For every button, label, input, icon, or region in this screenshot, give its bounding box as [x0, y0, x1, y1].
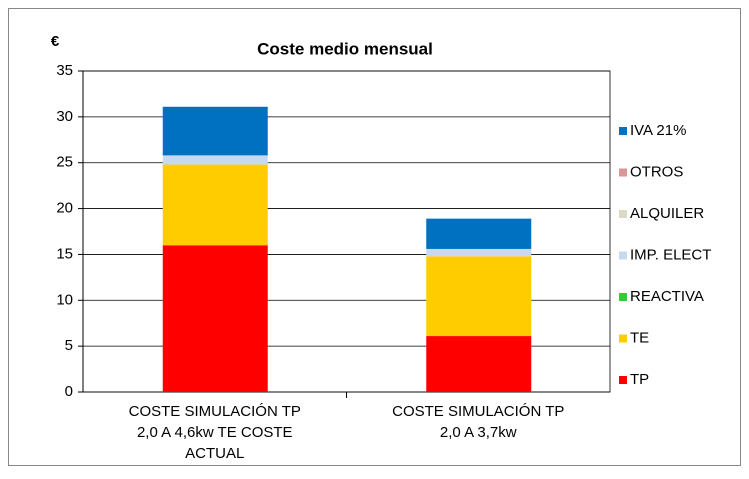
legend-label: REACTIVA	[630, 288, 704, 305]
legend-label: OTROS	[630, 163, 683, 180]
legend-swatch	[619, 293, 627, 301]
legend-label: ALQUILER	[630, 205, 704, 222]
y-tick-label: 5	[65, 337, 73, 354]
y-tick-label: 15	[56, 245, 73, 262]
x-tick-label-line: 2,0 A 4,6kw TE COSTE	[137, 424, 293, 441]
legend-swatch	[619, 376, 627, 384]
y-tick-label: 10	[56, 291, 73, 308]
bar-segment	[426, 248, 532, 257]
y-tick-label: 25	[56, 154, 73, 171]
legend-label: TP	[630, 371, 649, 388]
y-axis-label: €	[51, 33, 60, 50]
y-tick-label: 35	[56, 62, 73, 79]
y-tick-label: 30	[56, 108, 73, 125]
legend-swatch	[619, 251, 627, 260]
bar-segment	[162, 106, 268, 156]
legend-swatch	[619, 168, 627, 177]
y-tick-label: 20	[56, 200, 73, 217]
legend-swatch	[619, 210, 627, 218]
legend-label: IMP. ELECT	[630, 246, 711, 263]
legend-label: TE	[630, 329, 649, 346]
x-tick-label-line: ACTUAL	[185, 445, 244, 462]
legend-swatch	[619, 127, 627, 135]
x-tick-label: COSTE SIMULACIÓN TP 2,0 A 3,7kw	[392, 403, 564, 441]
bar-segment	[162, 164, 268, 246]
x-tick-label: COSTE SIMULACIÓN TP 2,0 A 4,6kw TE COSTE A…	[129, 403, 301, 462]
chart-border	[8, 8, 741, 466]
chart-title: Coste medio mensual	[257, 39, 433, 58]
y-tick-label: 0	[65, 383, 73, 400]
bar-segment	[426, 256, 532, 337]
bar-segment	[426, 336, 532, 392]
bar-segment	[426, 218, 532, 249]
legend-swatch	[619, 334, 627, 343]
bar-segment	[162, 155, 268, 165]
x-tick-label-line: 2,0 A 3,7kw	[440, 424, 517, 441]
x-tick-label-line: COSTE SIMULACIÓN TP	[129, 403, 301, 420]
bar-segment	[162, 245, 268, 392]
x-tick-label-line: COSTE SIMULACIÓN TP	[392, 403, 564, 420]
legend-label: IVA 21%	[630, 122, 686, 139]
